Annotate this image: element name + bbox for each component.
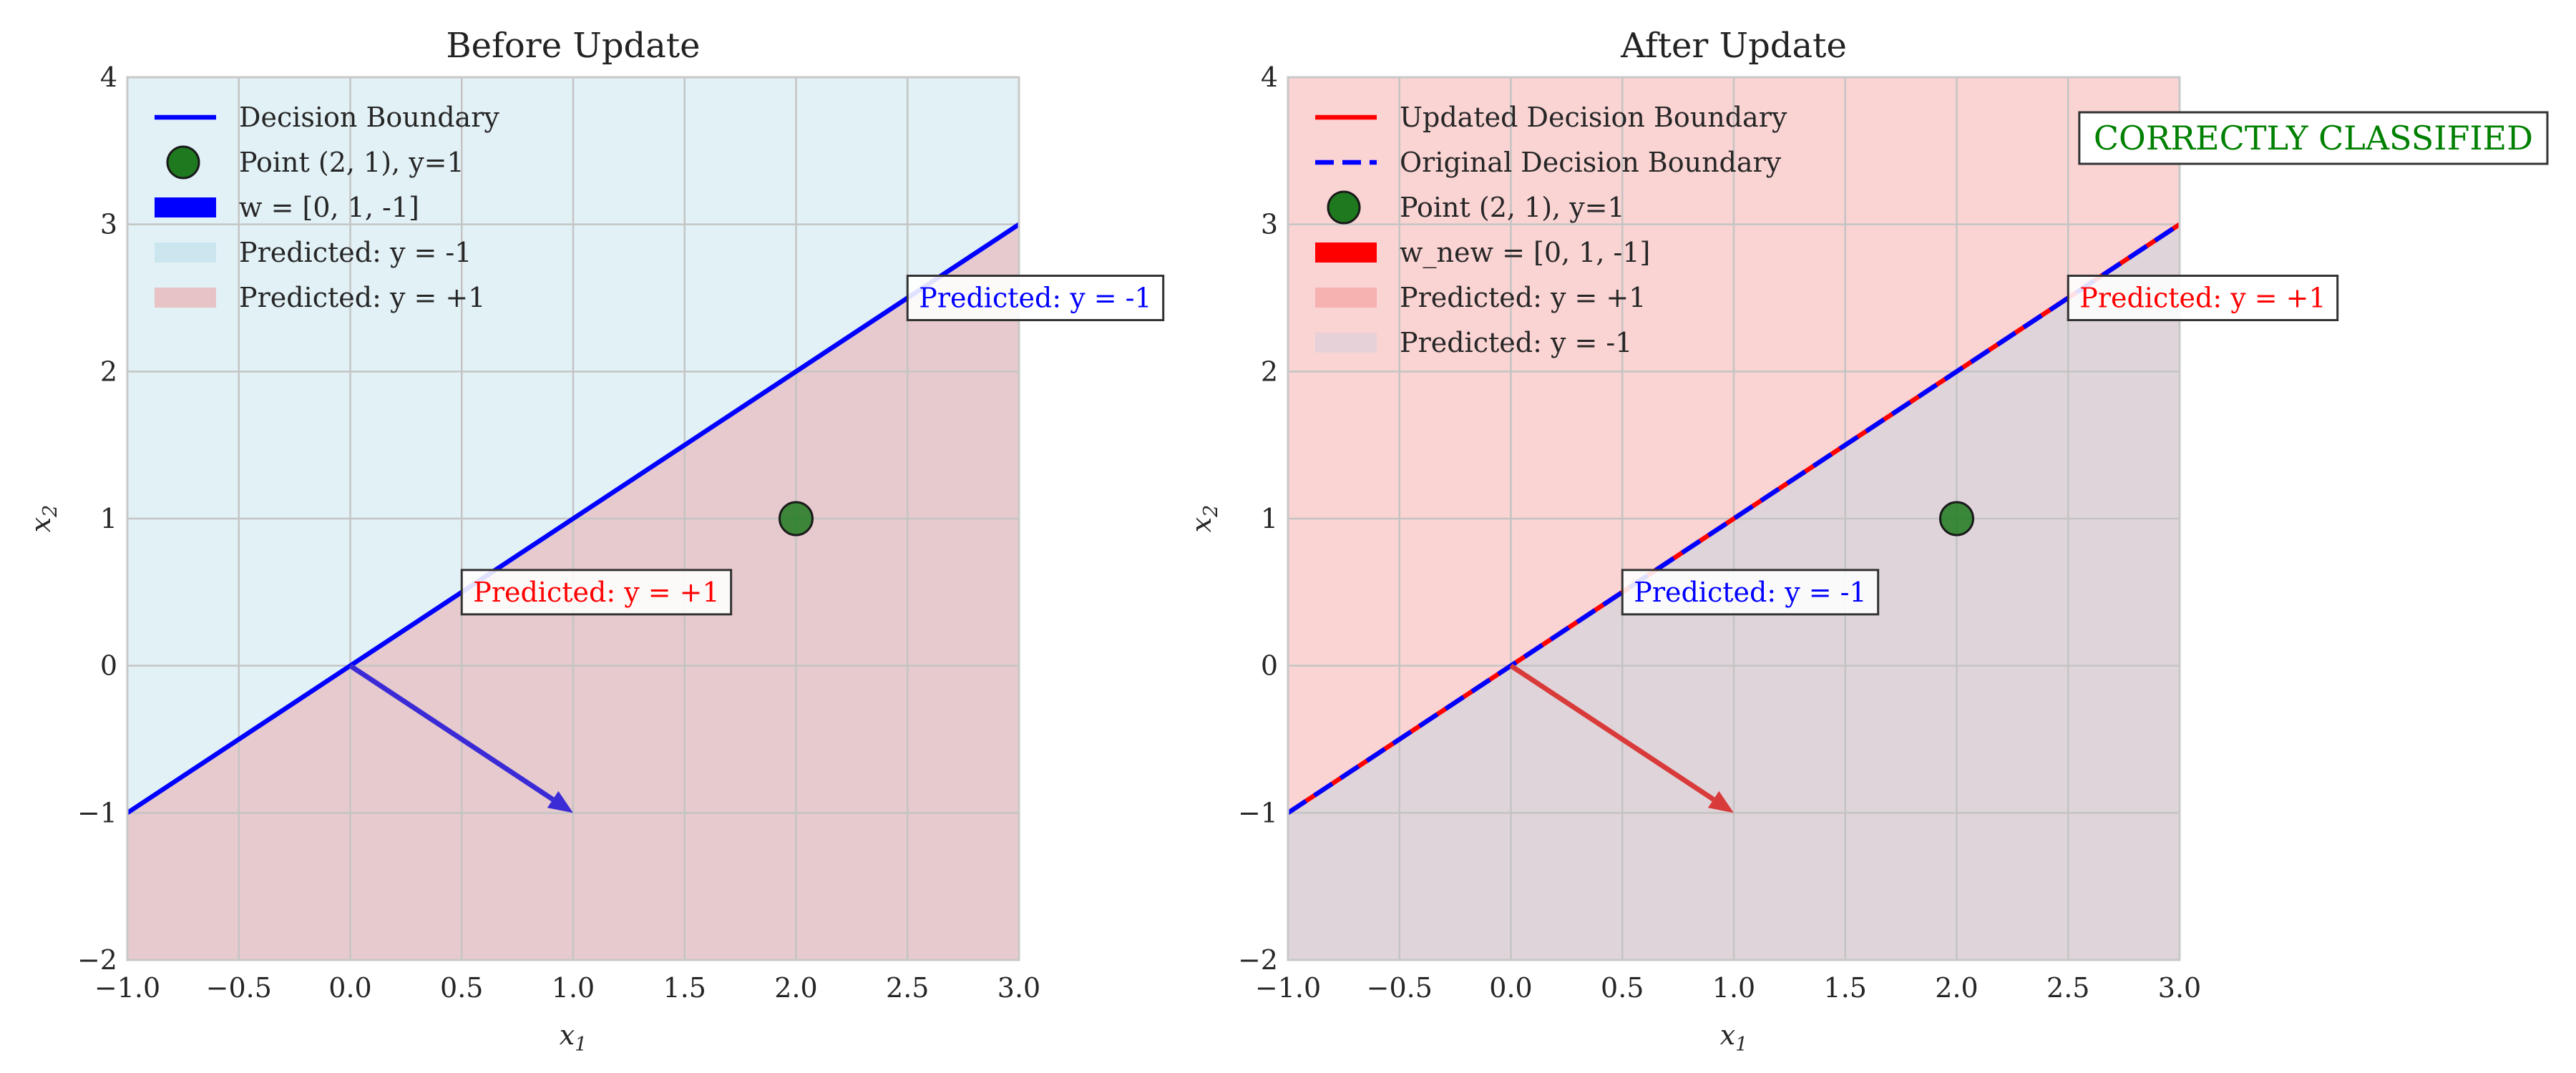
x-tick-label: −0.5 bbox=[1367, 972, 1433, 1004]
legend-marker-swatch bbox=[166, 145, 200, 180]
x-tick-label: 3.0 bbox=[2158, 972, 2201, 1004]
x-tick-label: −1.0 bbox=[94, 972, 160, 1004]
annotation-box: Predicted: y = +1 bbox=[2067, 275, 2339, 321]
y-axis-label: x2 bbox=[1186, 505, 1222, 533]
legend: Decision Boundary Point (2, 1), y=1 w = [0… bbox=[155, 102, 499, 313]
legend-label: Decision Boundary bbox=[239, 102, 499, 133]
y-tick-label: −1 bbox=[1238, 797, 1278, 828]
annotation-label: Predicted: y = +1 bbox=[473, 577, 719, 608]
x-tick-label: 3.0 bbox=[997, 972, 1040, 1004]
chart-title: After Update bbox=[1620, 26, 1847, 66]
x-tick-label: 1.5 bbox=[663, 972, 706, 1004]
annotation-frame bbox=[2067, 275, 2339, 321]
x-axis-label: x1 bbox=[1720, 1019, 1748, 1056]
y-tick-label: −1 bbox=[77, 797, 117, 828]
legend-label: Predicted: y = +1 bbox=[1400, 282, 1646, 313]
legend-label: Predicted: y = -1 bbox=[1400, 327, 1632, 358]
axes-frame bbox=[126, 76, 1020, 961]
y-tick-label: 2 bbox=[1261, 356, 1278, 387]
y-axis-label-subscript: 2 bbox=[39, 505, 62, 518]
x-tick-label: 1.0 bbox=[1712, 972, 1755, 1004]
y-tick-label: 3 bbox=[1261, 209, 1278, 240]
legend-label: Predicted: y = -1 bbox=[239, 237, 472, 268]
y-axis-label-base: x bbox=[25, 517, 57, 532]
x-tick-label: 2.5 bbox=[886, 972, 929, 1004]
y-tick-label: 1 bbox=[100, 503, 117, 534]
data-point bbox=[779, 501, 814, 536]
plot-area bbox=[1288, 77, 2180, 960]
y-axis-label-subscript: 2 bbox=[1200, 505, 1222, 518]
after-update-panel: −1.0 −0.5 0.0 0.5 1.0 1.5 2.0 2.5 3.0 −2 −1 0 1 2 3 4 Af… bbox=[1186, 26, 2549, 1056]
x-tick-label: 2.0 bbox=[1935, 972, 1978, 1004]
legend-label: w = [0, 1, -1] bbox=[239, 192, 419, 223]
axes-frame bbox=[1287, 76, 2181, 961]
x-tick-label: 1.5 bbox=[1824, 972, 1867, 1004]
before-update-panel: −1.0 −0.5 0.0 0.5 1.0 1.5 2.0 2.5 3.0 −2 −1 0 1 2 3 4 Be… bbox=[25, 26, 1165, 1056]
legend: Updated Decision Boundary Original Decisi… bbox=[1315, 102, 1787, 358]
x-tick-label: −1.0 bbox=[1255, 972, 1321, 1004]
weight-vector-arrowhead bbox=[547, 790, 573, 813]
x-axis-label-base: x bbox=[1720, 1019, 1735, 1051]
y-tick-label: −2 bbox=[1238, 944, 1278, 976]
legend-marker-swatch bbox=[1327, 190, 1361, 225]
x-tick-label: 2.5 bbox=[2046, 972, 2089, 1004]
y-tick-label: 3 bbox=[100, 209, 117, 240]
y-tick-label: 1 bbox=[1261, 503, 1278, 534]
annotation-box: Predicted: y = +1 bbox=[460, 569, 733, 616]
legend-patch-swatch bbox=[1315, 242, 1377, 263]
x-axis-label-subscript: 1 bbox=[575, 1034, 587, 1056]
chart-title: Before Update bbox=[446, 26, 700, 66]
x-tick-label: −0.5 bbox=[206, 972, 272, 1004]
legend-patch-swatch bbox=[155, 197, 216, 217]
legend-label: w_new = [0, 1, -1] bbox=[1400, 237, 1650, 269]
annotation-frame bbox=[1621, 569, 1880, 616]
annotation-box: Predicted: y = -1 bbox=[906, 275, 1165, 321]
y-tick-label: 4 bbox=[100, 62, 117, 93]
legend-label: Point (2, 1), y=1 bbox=[1400, 192, 1625, 223]
x-axis-label: x1 bbox=[560, 1019, 587, 1056]
status-label: CORRECTLY CLASSIFIED bbox=[2094, 119, 2533, 157]
annotation-frame bbox=[460, 569, 733, 616]
status-frame bbox=[2078, 111, 2549, 165]
weight-vector-shaft bbox=[348, 663, 555, 802]
legend-region-swatch bbox=[155, 242, 216, 263]
x-axis-label-subscript: 1 bbox=[1735, 1034, 1747, 1056]
x-tick-label: 0.0 bbox=[1489, 972, 1532, 1004]
annotation-label: Predicted: y = -1 bbox=[1634, 577, 1866, 608]
y-axis-label: x2 bbox=[25, 505, 62, 533]
x-axis-label-base: x bbox=[560, 1019, 575, 1051]
x-tick-label: 2.0 bbox=[774, 972, 817, 1004]
legend-region-swatch bbox=[155, 288, 216, 308]
y-tick-label: 0 bbox=[1261, 650, 1278, 682]
weight-vector-arrowhead bbox=[1707, 790, 1734, 813]
legend-region-swatch bbox=[1315, 333, 1377, 353]
y-tick-label: 0 bbox=[100, 650, 117, 682]
legend-label: Point (2, 1), y=1 bbox=[239, 147, 464, 178]
legend-label: Updated Decision Boundary bbox=[1400, 102, 1787, 133]
annotation-box: Predicted: y = -1 bbox=[1621, 569, 1880, 616]
legend-label: Original Decision Boundary bbox=[1400, 147, 1782, 178]
y-tick-label: 4 bbox=[1261, 62, 1278, 93]
data-point bbox=[1939, 501, 1974, 536]
x-tick-label: 0.5 bbox=[440, 972, 483, 1004]
legend-region-swatch bbox=[1315, 288, 1377, 308]
x-tick-label: 0.0 bbox=[328, 972, 371, 1004]
status-badge: CORRECTLY CLASSIFIED bbox=[2078, 111, 2549, 165]
weight-vector-shaft bbox=[1509, 663, 1715, 802]
original-boundary-line bbox=[1288, 222, 2180, 815]
annotation-label: Predicted: y = -1 bbox=[919, 283, 1151, 314]
annotation-frame bbox=[906, 275, 1165, 321]
y-tick-label: 2 bbox=[100, 356, 117, 387]
x-tick-label: 0.5 bbox=[1601, 972, 1644, 1004]
annotation-label: Predicted: y = +1 bbox=[2079, 283, 2326, 314]
legend-label: Predicted: y = +1 bbox=[239, 282, 485, 313]
y-axis-label-base: x bbox=[1186, 517, 1217, 532]
decision-boundary-line bbox=[127, 222, 1019, 815]
y-tick-label: −2 bbox=[77, 944, 117, 976]
x-tick-label: 1.0 bbox=[552, 972, 595, 1004]
